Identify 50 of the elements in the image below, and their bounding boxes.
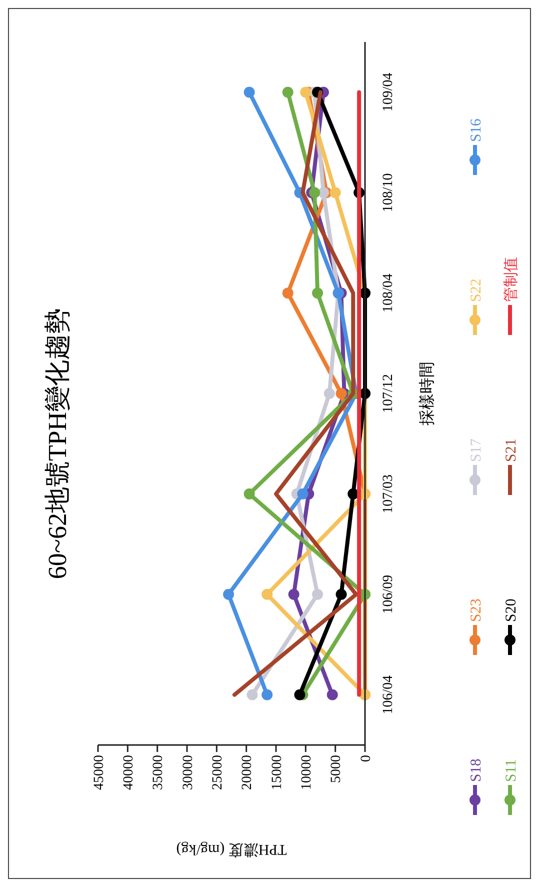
point (288, 588, 300, 600)
text: 管制值 (502, 257, 520, 302)
point (309, 187, 320, 198)
point (223, 588, 234, 600)
text: S23 (468, 598, 484, 622)
point (297, 488, 308, 500)
text: S16 (468, 118, 484, 142)
y-tick-label: 109/04 (381, 72, 396, 112)
y-tick-label: 107/03 (381, 474, 396, 514)
x-tick-label: 20000 (240, 755, 256, 790)
point (262, 588, 273, 600)
text: S21 (503, 438, 520, 462)
text: S22 (468, 278, 484, 302)
point (244, 488, 255, 500)
point (326, 689, 338, 700)
y-tick-label: 106/04 (381, 675, 396, 714)
point (330, 187, 341, 198)
point (324, 388, 335, 399)
point (246, 689, 258, 700)
point (312, 288, 324, 299)
text: S11 (503, 759, 520, 782)
point (318, 187, 329, 198)
x-tick-label: 25000 (210, 755, 226, 790)
y-axis-title: 採樣時間 (418, 362, 436, 426)
x-tick-label: 45000 (92, 755, 107, 790)
point (262, 689, 273, 700)
point (294, 689, 306, 700)
text: S20 (503, 598, 520, 622)
x-tick-label: 0 (358, 755, 374, 762)
x-tick-label: 30000 (180, 755, 196, 790)
x-tick-label: 35000 (151, 755, 166, 790)
x-tick-label: 40000 (122, 755, 137, 790)
x-tick-label: 5000 (329, 755, 344, 783)
point (282, 288, 294, 299)
y-tick-label: 108/10 (381, 173, 396, 212)
text: S18 (468, 758, 484, 782)
point (312, 588, 324, 600)
point (244, 86, 255, 98)
x-axis-title: TPH濃度 (mg/kg) (176, 840, 287, 858)
point (348, 488, 359, 500)
y-tick-label: 108/04 (381, 274, 396, 313)
point (336, 388, 347, 399)
point (282, 86, 294, 98)
text: 60~62地號TPH變化趨勢 (43, 308, 72, 580)
x-tick-label: 15000 (270, 755, 285, 790)
y-tick-label: 106/09 (381, 574, 396, 614)
x-tick-label: 10000 (300, 755, 315, 790)
y-tick-label: 107/12 (381, 374, 396, 413)
point (336, 588, 347, 600)
point (300, 86, 312, 98)
